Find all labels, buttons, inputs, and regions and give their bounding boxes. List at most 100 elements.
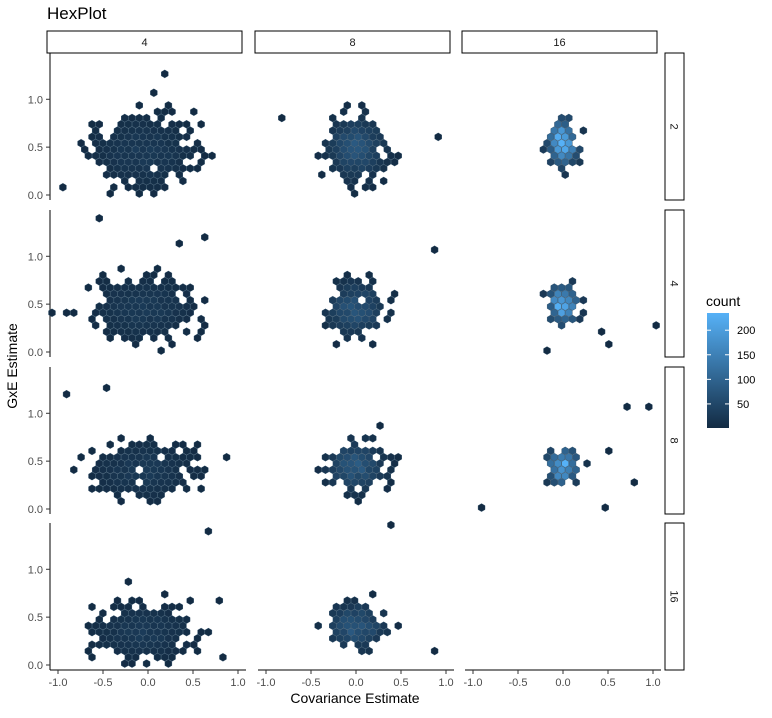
hexbin	[142, 465, 151, 475]
hexbin	[131, 183, 140, 192]
hexbin	[369, 471, 377, 481]
hexbin	[128, 621, 136, 631]
hexbin	[113, 283, 122, 292]
hexbin	[339, 627, 348, 637]
hexbin	[139, 327, 147, 336]
hexbin	[110, 471, 118, 481]
x-tick-label: 0.0	[140, 677, 155, 689]
hexbin	[343, 634, 351, 643]
hexbin	[201, 465, 209, 475]
hexbin	[124, 170, 133, 179]
hexbin	[157, 465, 165, 475]
hexbin	[146, 446, 154, 456]
hexbin	[164, 164, 173, 173]
hexbin	[113, 465, 122, 475]
hexbin	[601, 503, 609, 512]
hexbin	[175, 120, 183, 129]
hexbin	[347, 157, 355, 167]
hexbin	[380, 452, 388, 462]
hexbin	[387, 151, 395, 161]
hexbin	[91, 321, 100, 330]
hexbin	[168, 120, 176, 129]
hexbin	[332, 615, 341, 624]
hexbin	[168, 471, 176, 481]
hexbin	[383, 314, 391, 324]
hexbin	[376, 421, 384, 430]
hexbin	[131, 459, 140, 468]
hexbin	[278, 113, 286, 123]
hexbin	[168, 145, 176, 154]
hexbin	[142, 308, 151, 318]
hexbin	[117, 302, 125, 311]
hexbin	[146, 132, 154, 142]
x-axis-title: Covariance Estimate	[290, 690, 419, 706]
hexbin	[168, 314, 176, 324]
hexbin	[339, 277, 348, 286]
column-strip-label-16: 16	[553, 37, 565, 49]
hexbin	[124, 484, 133, 493]
hexbin	[121, 452, 129, 462]
hexbin	[84, 151, 93, 161]
hexbin	[347, 170, 355, 179]
hexbin	[88, 653, 96, 662]
hexbin	[550, 465, 558, 475]
hexbin	[361, 157, 370, 167]
hexbin	[128, 283, 136, 292]
hexbin	[142, 295, 151, 305]
hexbin	[70, 465, 78, 475]
hexbin	[164, 608, 173, 618]
hexbin	[146, 459, 154, 468]
hexbin	[350, 151, 359, 161]
legend-label: 50	[737, 399, 749, 411]
hexbin	[168, 107, 176, 116]
hexbin	[561, 289, 569, 299]
hexbin	[336, 321, 344, 330]
row-strip-label-8: 8	[668, 437, 680, 443]
hexbin	[568, 471, 577, 481]
hexbin	[361, 302, 370, 311]
hexbin	[546, 471, 555, 481]
hexbin	[121, 465, 129, 475]
hexbin	[146, 471, 154, 481]
legend-label: 150	[737, 350, 755, 362]
hexbin	[193, 440, 202, 449]
hexbin	[201, 321, 209, 330]
hexbin	[135, 101, 143, 110]
hexbin	[383, 627, 391, 637]
hexbin	[164, 621, 173, 631]
hexbin	[121, 308, 129, 318]
hexbin	[131, 327, 140, 336]
hexbin	[550, 478, 558, 487]
hexbin	[150, 646, 158, 656]
hexbin	[113, 478, 122, 487]
hexbin	[193, 138, 202, 148]
hexbin	[175, 145, 183, 154]
hexbin	[343, 138, 351, 148]
legend-label: 100	[737, 374, 755, 386]
hexbin	[168, 602, 176, 612]
hexbin	[329, 308, 337, 318]
hexbin	[329, 321, 337, 330]
hexbin	[197, 314, 205, 324]
hexbin	[186, 126, 194, 135]
hexbin	[161, 107, 169, 116]
hexbin-panel-row8-col4	[62, 383, 231, 506]
hexbin	[204, 627, 213, 637]
y-tick-label: 0.5	[28, 142, 43, 154]
hexbin	[554, 289, 562, 299]
hexbin	[139, 615, 147, 624]
hexbin	[153, 627, 162, 637]
column-strip-8	[254, 30, 451, 54]
hexbin	[81, 145, 89, 154]
hexbin	[477, 503, 486, 512]
hexbin	[146, 277, 154, 286]
hexbin	[153, 132, 162, 142]
hexbin	[102, 314, 111, 324]
hexbin	[124, 602, 133, 612]
hexbin	[390, 459, 399, 468]
hexbin	[124, 615, 133, 624]
hexbin	[376, 302, 384, 311]
hexbin	[110, 484, 118, 493]
hexbin	[325, 314, 333, 324]
